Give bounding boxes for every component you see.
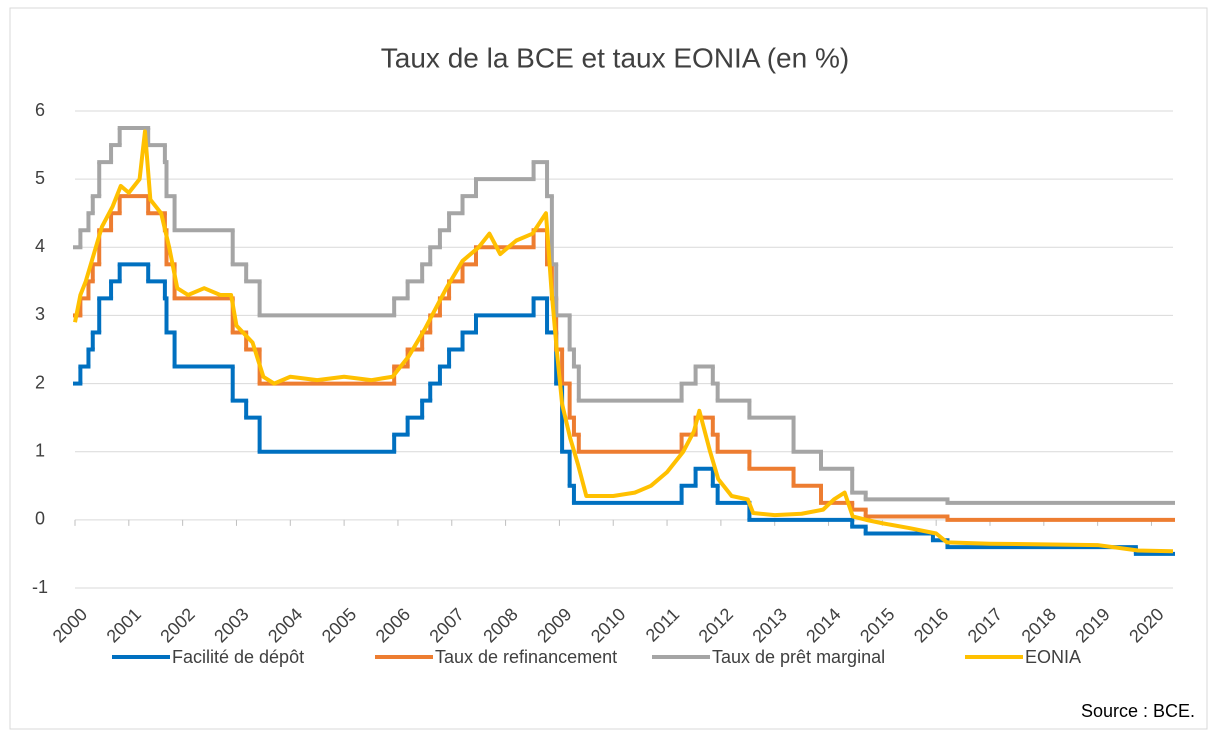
y-tick-label: 2 [35,372,45,392]
y-tick-label: -1 [32,577,48,597]
y-tick-label: 6 [35,100,45,120]
y-tick-label: 0 [35,509,45,529]
legend-label: Taux de prêt marginal [712,647,885,667]
y-tick-label: 1 [35,440,45,460]
chart-title: Taux de la BCE et taux EONIA (en %) [381,42,849,73]
legend-label: EONIA [1025,647,1081,667]
y-tick-label: 5 [35,168,45,188]
y-tick-label: 3 [35,304,45,324]
y-tick-label: 4 [35,236,45,256]
legend-label: Taux de refinancement [435,647,617,667]
source-note: Source : BCE. [1081,701,1195,721]
line-series [73,129,1174,554]
legend-label: Facilité de dépôt [172,647,304,667]
